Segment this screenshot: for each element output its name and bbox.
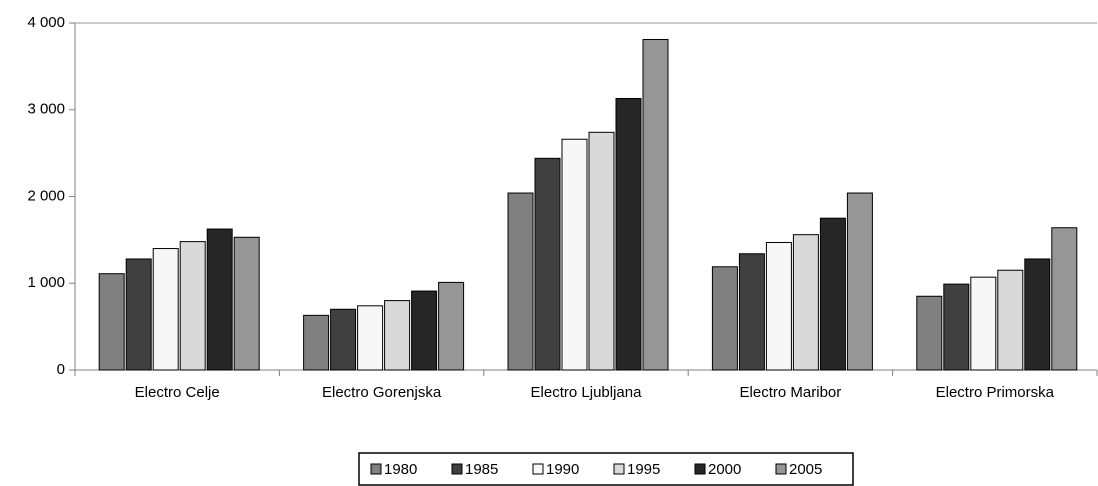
bar <box>206 228 233 371</box>
y-tick-label: 4 000 <box>27 14 65 31</box>
bar <box>179 241 206 371</box>
bar <box>792 234 819 371</box>
bar <box>943 283 970 371</box>
legend-label: 1980 <box>384 461 417 478</box>
legend: 1980 1985 1990 1995 2000 2005 <box>358 452 854 486</box>
x-tick-label: Electro Celje <box>135 384 220 401</box>
legend-label: 1995 <box>627 461 660 478</box>
bar <box>1051 227 1078 371</box>
legend-box <box>358 452 854 486</box>
bar <box>970 276 997 371</box>
bar <box>916 295 943 371</box>
legend-swatch <box>613 463 625 475</box>
bar <box>1024 258 1051 371</box>
bar <box>152 248 179 371</box>
bar <box>819 217 846 371</box>
bar <box>98 273 125 371</box>
x-tick-label: Electro Maribor <box>740 384 842 401</box>
legend-swatch <box>775 463 787 475</box>
legend-label: 2000 <box>708 461 741 478</box>
bar <box>125 258 152 371</box>
legend-swatch <box>370 463 382 475</box>
legend-swatch <box>451 463 463 475</box>
x-tick-label: Electro Ljubljana <box>531 384 643 401</box>
bar <box>233 236 260 371</box>
bar <box>997 269 1024 371</box>
bar <box>438 281 465 371</box>
x-tick-label: Electro Primorska <box>936 384 1055 401</box>
bar <box>534 157 561 371</box>
bar <box>507 192 534 371</box>
bar <box>561 138 588 371</box>
bar <box>411 290 438 371</box>
legend-swatch <box>694 463 706 475</box>
bar <box>588 131 615 371</box>
y-tick-label: 0 <box>57 361 65 378</box>
legend-label: 1985 <box>465 461 498 478</box>
bar <box>330 308 357 371</box>
bar <box>846 192 873 371</box>
bar <box>642 38 669 371</box>
bar <box>384 300 411 371</box>
y-tick-label: 1 000 <box>27 274 65 291</box>
bar <box>765 241 792 371</box>
y-tick-label: 2 000 <box>27 187 65 204</box>
legend-label: 1990 <box>546 461 579 478</box>
y-tick-label: 3 000 <box>27 101 65 118</box>
bar <box>357 305 384 371</box>
legend-swatch <box>532 463 544 475</box>
bar <box>615 97 642 371</box>
bar <box>738 253 765 371</box>
bar <box>711 266 738 371</box>
bar <box>303 314 330 371</box>
legend-label: 2005 <box>789 461 822 478</box>
x-tick-label: Electro Gorenjska <box>322 384 442 401</box>
